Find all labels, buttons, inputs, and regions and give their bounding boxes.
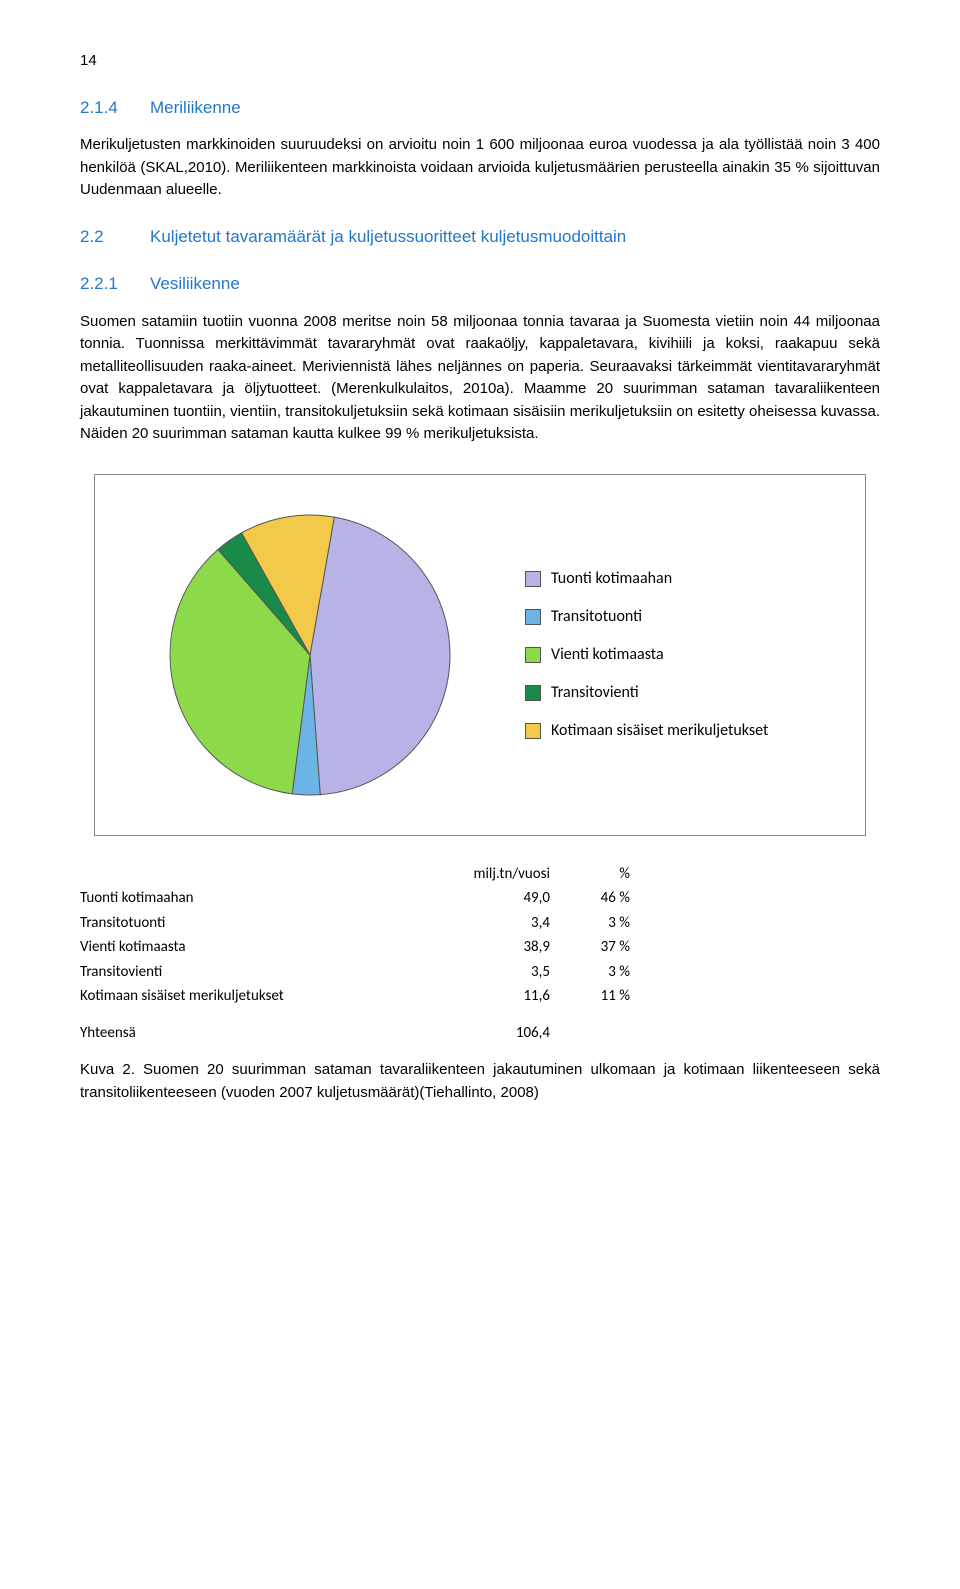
table-cell-label: Vienti kotimaasta bbox=[80, 935, 440, 960]
heading-number: 2.2.1 bbox=[80, 271, 150, 297]
paragraph-1: Merikuljetusten markkinoiden suuruudeksi… bbox=[80, 134, 880, 202]
heading-number: 2.2 bbox=[80, 224, 150, 250]
table-row: Transitotuonti3,43 % bbox=[80, 911, 640, 936]
table-cell-label: Tuonti kotimaahan bbox=[80, 886, 440, 911]
table-cell-value: 3,5 bbox=[440, 960, 560, 985]
legend-swatch bbox=[525, 685, 541, 701]
table-spacer bbox=[80, 1009, 640, 1021]
legend-item: Tuonti kotimaahan bbox=[525, 567, 835, 591]
table-row: Kotimaan sisäiset merikuljetukset11,611 … bbox=[80, 984, 640, 1009]
pie-legend: Tuonti kotimaahan Transitotuonti Vienti ko… bbox=[525, 553, 835, 757]
legend-swatch bbox=[525, 609, 541, 625]
figure-caption: Kuva 2. Suomen 20 suurimman sataman tava… bbox=[80, 1059, 880, 1104]
paragraph-2: Suomen satamiin tuotiin vuonna 2008 meri… bbox=[80, 311, 880, 446]
table-cell-value: 38,9 bbox=[440, 935, 560, 960]
table-header-value: milj.tn/vuosi bbox=[440, 862, 560, 887]
table-cell-label: Yhteensä bbox=[80, 1021, 440, 1046]
legend-item: Kotimaan sisäiset merikuljetukset bbox=[525, 719, 835, 743]
table-cell-value: 106,4 bbox=[440, 1021, 560, 1046]
table-row: Transitovienti3,53 % bbox=[80, 960, 640, 985]
table-cell-value: 3,4 bbox=[440, 911, 560, 936]
table-cell-pct: 3 % bbox=[560, 960, 640, 985]
legend-label: Vienti kotimaasta bbox=[551, 643, 664, 667]
heading-title: Meriliikenne bbox=[150, 95, 241, 121]
data-table: milj.tn/vuosi % Tuonti kotimaahan49,046 … bbox=[80, 862, 640, 1046]
table-cell bbox=[80, 862, 440, 887]
pie-chart bbox=[95, 505, 525, 805]
table-cell-value: 11,6 bbox=[440, 984, 560, 1009]
page-number: 14 bbox=[80, 50, 880, 73]
legend-item: Transitotuonti bbox=[525, 605, 835, 629]
heading-2-2: 2.2 Kuljetetut tavaramäärät ja kuljetuss… bbox=[80, 224, 880, 250]
legend-item: Vienti kotimaasta bbox=[525, 643, 835, 667]
table-cell bbox=[560, 1021, 640, 1046]
table-cell-label: Kotimaan sisäiset merikuljetukset bbox=[80, 984, 440, 1009]
table-header-row: milj.tn/vuosi % bbox=[80, 862, 640, 887]
table-cell-pct: 46 % bbox=[560, 886, 640, 911]
legend-label: Transitotuonti bbox=[551, 605, 642, 629]
table-header-pct: % bbox=[560, 862, 640, 887]
heading-2-2-1: 2.2.1 Vesiliikenne bbox=[80, 271, 880, 297]
legend-label: Tuonti kotimaahan bbox=[551, 567, 672, 591]
legend-label: Kotimaan sisäiset merikuljetukset bbox=[551, 719, 768, 743]
pie-svg bbox=[160, 505, 460, 805]
pie-slice bbox=[310, 517, 450, 794]
legend-swatch bbox=[525, 647, 541, 663]
table-cell-pct: 11 % bbox=[560, 984, 640, 1009]
table-cell-value: 49,0 bbox=[440, 886, 560, 911]
table-cell bbox=[80, 1009, 440, 1021]
table-cell-pct: 37 % bbox=[560, 935, 640, 960]
heading-title: Vesiliikenne bbox=[150, 271, 240, 297]
legend-swatch bbox=[525, 723, 541, 739]
table-cell-pct: 3 % bbox=[560, 911, 640, 936]
legend-item: Transitovienti bbox=[525, 681, 835, 705]
legend-swatch bbox=[525, 571, 541, 587]
table-total-row: Yhteensä106,4 bbox=[80, 1021, 640, 1046]
legend-label: Transitovienti bbox=[551, 681, 639, 705]
table-row: Tuonti kotimaahan49,046 % bbox=[80, 886, 640, 911]
heading-number: 2.1.4 bbox=[80, 95, 150, 121]
table-row: Vienti kotimaasta38,937 % bbox=[80, 935, 640, 960]
table-cell-label: Transitovienti bbox=[80, 960, 440, 985]
heading-2-1-4: 2.1.4 Meriliikenne bbox=[80, 95, 880, 121]
table-cell-label: Transitotuonti bbox=[80, 911, 440, 936]
heading-title: Kuljetetut tavaramäärät ja kuljetussuori… bbox=[150, 224, 626, 250]
pie-chart-container: Tuonti kotimaahan Transitotuonti Vienti ko… bbox=[94, 474, 866, 836]
